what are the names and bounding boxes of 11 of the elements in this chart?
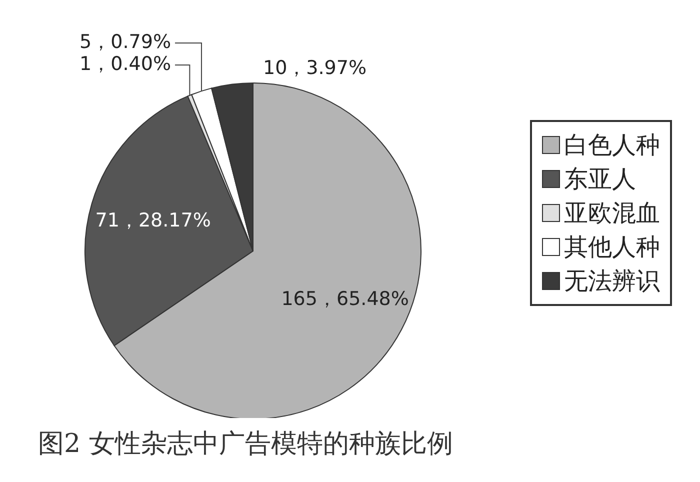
text: 图2 女性杂志中广告模特的种族比例: [37, 428, 454, 461]
data-label: 1，0.40%: [80, 53, 171, 76]
legend-label: 亚欧混血: [564, 198, 660, 229]
legend-label: 其他人种: [564, 232, 660, 263]
data-label: 165，65.48%: [281, 288, 409, 310]
data-label: 10，3.97%: [263, 57, 367, 80]
legend-label: 东亚人: [564, 164, 636, 195]
data-label: 71，28.17%: [95, 210, 211, 232]
data-label: 5，0.79%: [80, 31, 171, 54]
legend-label: 白色人种: [564, 130, 660, 161]
legend-label: 无法辨识: [564, 266, 660, 297]
